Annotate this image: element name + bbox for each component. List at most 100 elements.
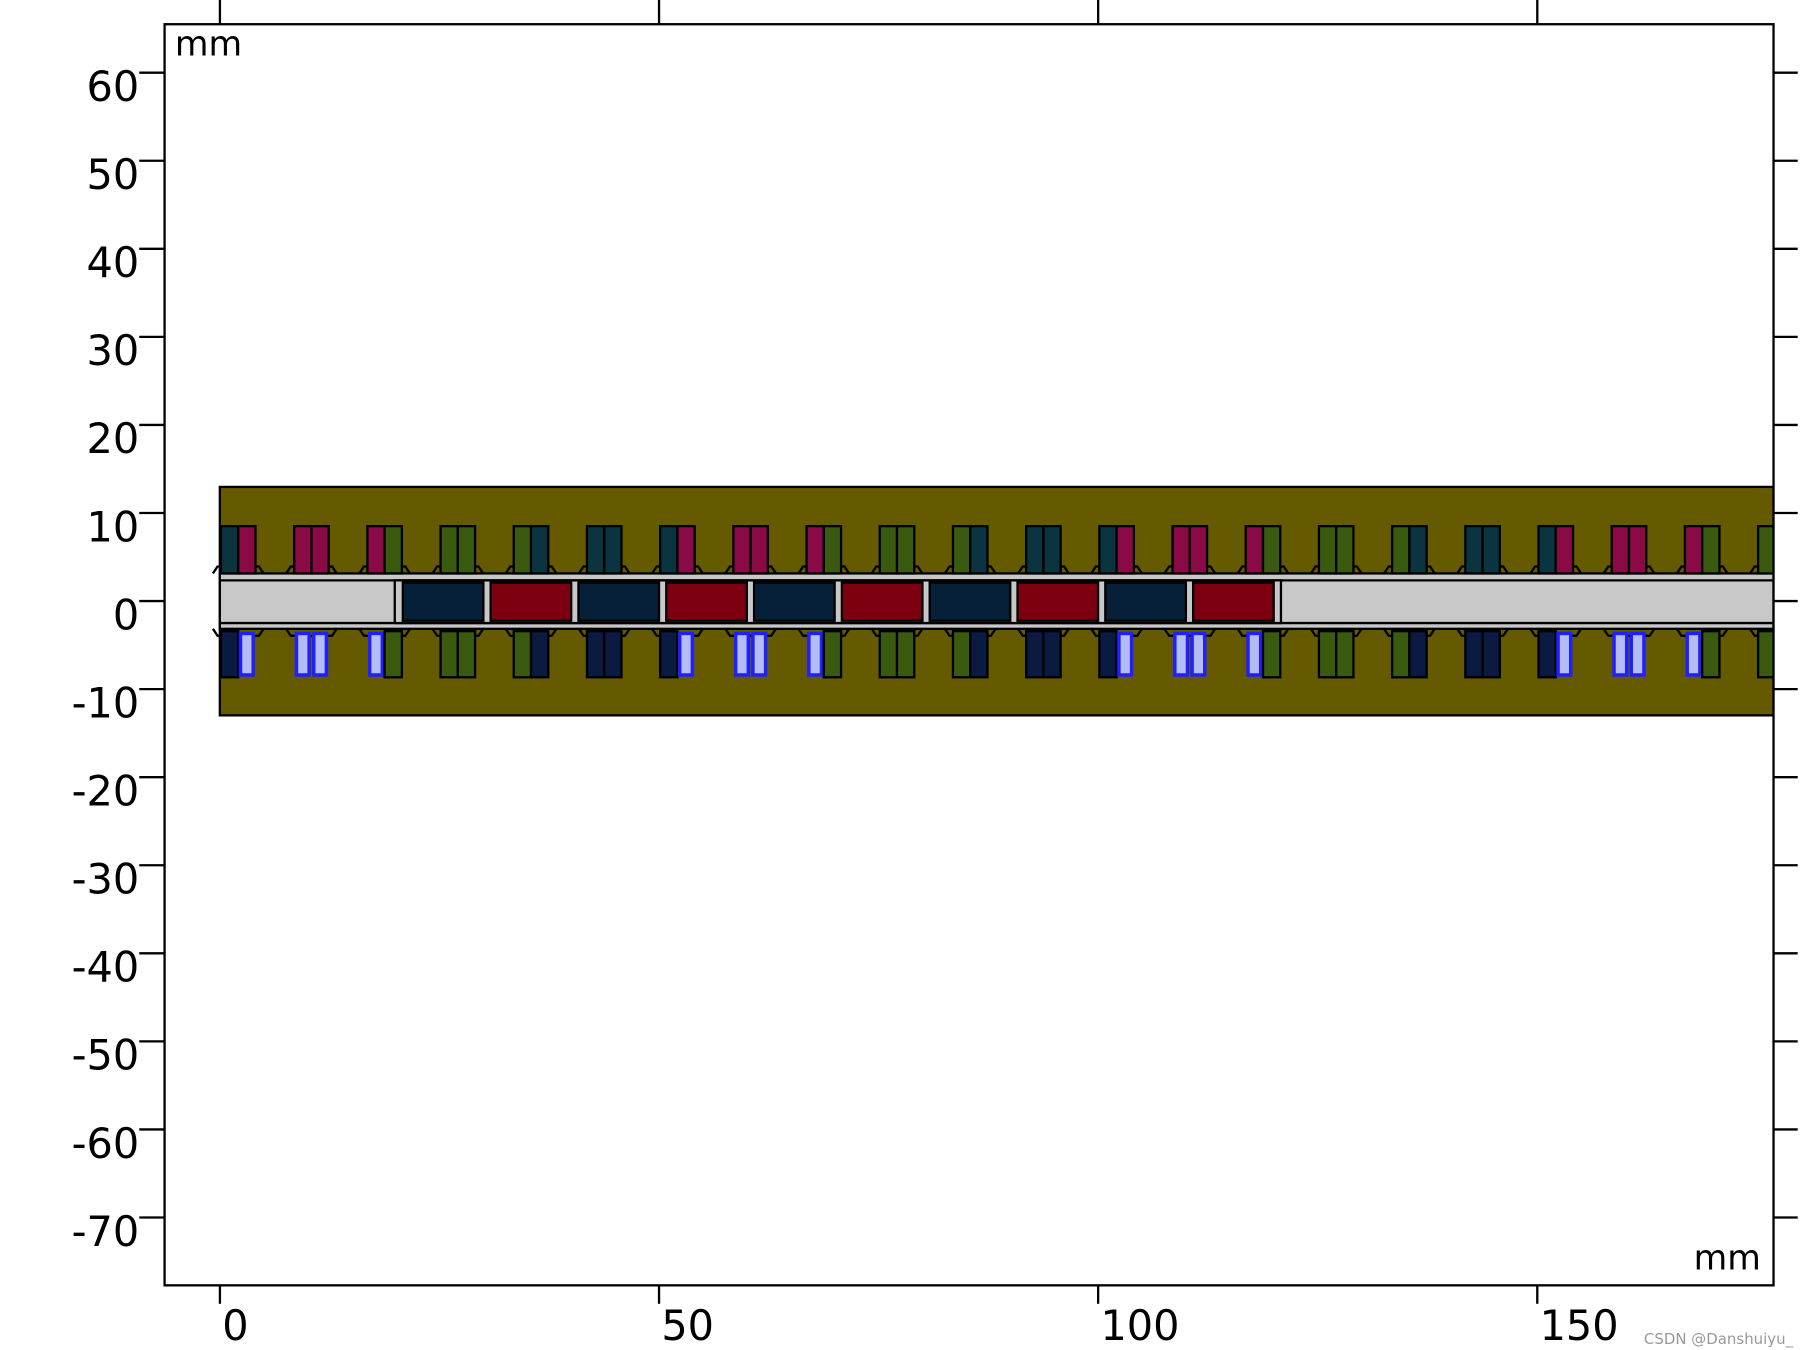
selected-coil xyxy=(1629,631,1646,677)
coil xyxy=(585,524,606,575)
coil xyxy=(1115,524,1136,575)
coil xyxy=(749,524,770,575)
magnet xyxy=(752,581,836,622)
coil xyxy=(1481,524,1502,575)
coil xyxy=(1098,629,1118,679)
coil xyxy=(732,524,752,575)
coil xyxy=(1775,631,1792,677)
coil xyxy=(603,524,623,575)
coil xyxy=(659,524,679,575)
coil xyxy=(1261,629,1282,679)
coil xyxy=(219,524,240,575)
selected-coil xyxy=(312,631,329,677)
coil xyxy=(456,629,477,679)
slot-opening xyxy=(1749,628,1774,637)
coil xyxy=(585,629,606,679)
slot-opening xyxy=(1163,628,1217,637)
magnet xyxy=(1016,581,1100,622)
coil xyxy=(1390,629,1411,679)
coil xyxy=(293,524,313,575)
selected-coil xyxy=(677,631,695,677)
magnet xyxy=(1191,581,1275,622)
y-tick-label: 50 xyxy=(87,150,140,199)
coil xyxy=(1024,629,1045,679)
coil xyxy=(878,524,899,575)
coil xyxy=(219,629,240,679)
coil xyxy=(1042,524,1062,575)
coil xyxy=(603,629,623,679)
coil xyxy=(512,524,533,575)
coil xyxy=(1756,524,1774,575)
coil xyxy=(529,629,550,679)
selected-coil xyxy=(367,631,385,677)
coil xyxy=(1188,524,1209,575)
coil xyxy=(1464,629,1484,679)
y-tick-label: 10 xyxy=(87,502,140,551)
selected-coil xyxy=(1173,631,1190,677)
coil xyxy=(659,629,679,679)
coil xyxy=(1335,629,1355,679)
coil xyxy=(1317,524,1338,575)
coil xyxy=(1317,629,1338,679)
coil xyxy=(1335,524,1355,575)
y-tick-label: -20 xyxy=(72,766,140,815)
y-tick-label: -50 xyxy=(72,1031,140,1080)
coil xyxy=(1464,524,1484,575)
coil xyxy=(895,524,916,575)
magnet xyxy=(928,581,1012,622)
selected-coil xyxy=(1246,631,1263,677)
selected-coil xyxy=(1117,631,1134,677)
coil xyxy=(1098,524,1118,575)
selected-coil xyxy=(1190,631,1207,677)
x-tick-label: 50 xyxy=(661,1301,714,1350)
coil xyxy=(1537,629,1557,679)
coil xyxy=(1408,524,1428,575)
y-unit-label: mm xyxy=(175,25,242,65)
coil xyxy=(969,524,989,575)
selected-coil xyxy=(733,631,751,677)
coil xyxy=(1627,524,1648,575)
coil xyxy=(1756,629,1774,679)
selected-coil xyxy=(1556,631,1573,677)
selected-coil xyxy=(294,631,311,677)
coil xyxy=(383,629,404,679)
selected-coil xyxy=(238,631,255,677)
x-unit-label: mm xyxy=(1694,1238,1761,1278)
y-tick-label: -70 xyxy=(72,1207,140,1256)
slot-opening xyxy=(1749,565,1774,575)
coil xyxy=(895,629,916,679)
coil xyxy=(1244,524,1265,575)
y-tick-label: -10 xyxy=(72,678,140,727)
coil xyxy=(822,524,843,575)
coil xyxy=(1701,629,1721,679)
y-tick-label: 30 xyxy=(87,326,140,375)
coil xyxy=(512,629,533,679)
coil xyxy=(1775,526,1792,573)
coil xyxy=(456,524,477,575)
coil xyxy=(878,629,899,679)
coil xyxy=(676,524,696,575)
magnet xyxy=(665,581,748,622)
coil xyxy=(439,524,459,575)
coil xyxy=(822,629,843,679)
coil xyxy=(1537,524,1557,575)
y-tick-label: -40 xyxy=(72,943,140,992)
x-tick-label: 0 xyxy=(222,1301,248,1350)
watermark: CSDN @Danshuiyu_ xyxy=(1644,1330,1794,1349)
coil xyxy=(1024,524,1045,575)
magnet xyxy=(577,581,661,622)
magnet xyxy=(489,581,573,622)
coil xyxy=(951,524,972,575)
coil xyxy=(1390,524,1411,575)
y-tick-label: 20 xyxy=(87,414,140,463)
coil xyxy=(310,524,330,575)
coil xyxy=(969,629,989,679)
slot-opening xyxy=(724,628,777,637)
coil xyxy=(529,524,550,575)
y-tick-label: -60 xyxy=(72,1119,140,1168)
magnet xyxy=(401,581,485,622)
coil xyxy=(1261,524,1282,575)
coil xyxy=(805,524,825,575)
